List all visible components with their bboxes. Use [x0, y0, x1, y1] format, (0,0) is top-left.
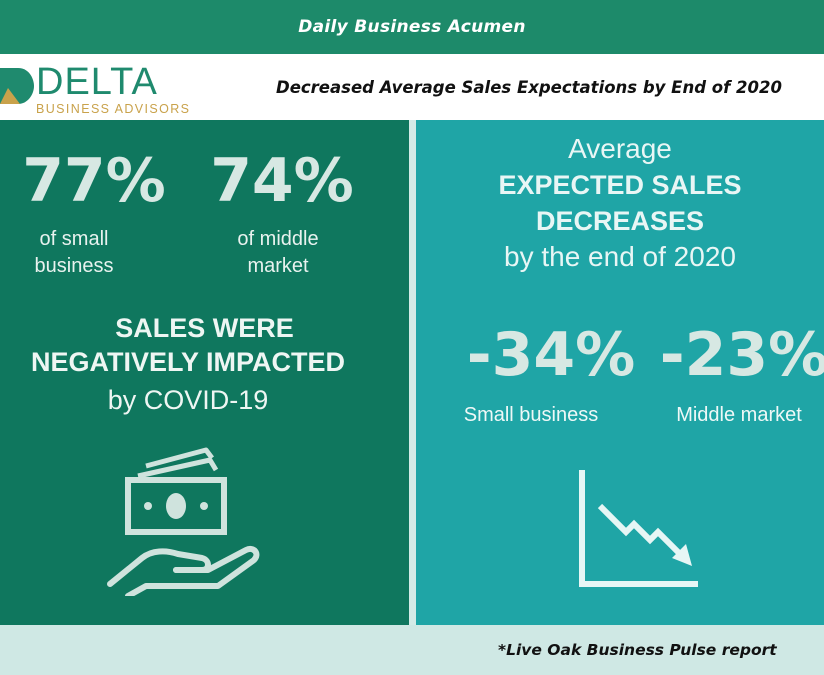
- delta-logo-mark-icon: [0, 68, 34, 104]
- declining-chart-icon: [579, 470, 698, 587]
- footer: *Live Oak Business Pulse report: [0, 625, 824, 675]
- decrease-heading-line-4: by the end of 2020: [504, 241, 736, 272]
- logo-wordmark: DELTA: [36, 61, 158, 103]
- expected-decrease-panel: Average EXPECTED SALES DECREASES by the …: [416, 120, 824, 625]
- delta-logo: DELTA BUSINESS ADVISORS: [0, 60, 200, 116]
- middle-market-decrease-caption: Middle market: [676, 404, 802, 426]
- decrease-heading-line-2: EXPECTED SALES: [498, 170, 742, 200]
- header-row: DELTA BUSINESS ADVISORS Decreased Averag…: [0, 54, 824, 120]
- decrease-heading-line-1: Average: [568, 133, 672, 164]
- top-banner: Daily Business Acumen: [0, 0, 824, 54]
- small-business-caption: of small business: [34, 228, 114, 277]
- small-business-decrease-caption: Small business: [463, 404, 599, 426]
- source-note: *Live Oak Business Pulse report: [498, 641, 777, 659]
- impact-headline-line-1: SALES WERE: [115, 313, 294, 343]
- money-in-hand-icon: [107, 447, 260, 596]
- middle-market-decrease-stat: -23%: [659, 320, 824, 390]
- small-business-impact-stat: 77%: [22, 146, 166, 216]
- middle-market-impact-stat: 74%: [210, 146, 354, 216]
- decrease-heading-line-3: DECREASES: [535, 206, 705, 236]
- page-title: Decreased Average Sales Expectations by …: [276, 78, 782, 97]
- infographic-stage: 77% 74% of small business of middle mark…: [0, 120, 824, 625]
- logo-subtitle: BUSINESS ADVISORS: [36, 102, 191, 116]
- banner-title: Daily Business Acumen: [298, 17, 526, 37]
- middle-market-caption: of middle market: [237, 228, 319, 277]
- covid-impact-panel: 77% 74% of small business of middle mark…: [0, 120, 409, 625]
- impact-headline-line-3: by COVID-19: [107, 385, 269, 415]
- impact-headline-line-2: NEGATIVELY IMPACTED: [30, 347, 346, 377]
- small-business-decrease-stat: -34%: [466, 320, 636, 390]
